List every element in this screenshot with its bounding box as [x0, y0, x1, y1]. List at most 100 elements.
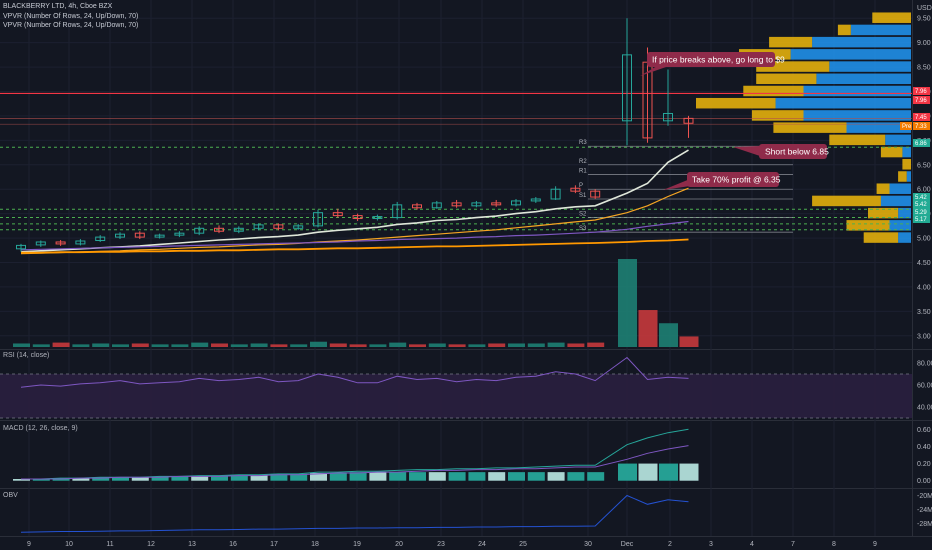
moving-average-slow	[20, 220, 689, 251]
price-axis-label: 3.00	[917, 333, 931, 340]
obv-pane-title[interactable]: OBV	[3, 492, 18, 499]
volume-profile-down	[872, 12, 911, 23]
price-tag	[900, 122, 912, 130]
volume-bar	[567, 343, 585, 347]
volume-bar	[310, 341, 327, 347]
candle-body	[253, 224, 264, 229]
time-axis-label: 12	[147, 541, 155, 548]
macd-histogram-bar	[369, 472, 387, 481]
rsi-band	[0, 374, 912, 418]
macd-axis-label: 0.60	[917, 427, 931, 434]
price-axis-label: 3.50	[917, 309, 931, 316]
price-tag-label: 5.42	[915, 202, 927, 208]
volume-bar	[369, 344, 387, 347]
volume-profile-down	[880, 146, 903, 158]
time-axis-label: 13	[188, 541, 196, 548]
price-axis-currency: USD	[917, 5, 932, 12]
rsi-line	[20, 356, 689, 388]
candle-body	[392, 204, 403, 219]
volume-bar	[270, 344, 288, 347]
macd-signal-line	[21, 445, 689, 480]
macd-pane-title[interactable]: MACD (12, 26, close, 9)	[3, 425, 78, 432]
volume-profile-down	[751, 110, 804, 121]
macd-histogram-bar	[587, 472, 605, 481]
pivot-label: R2	[579, 159, 587, 165]
volume-bar	[290, 344, 308, 347]
volume-profile-up	[829, 61, 911, 72]
price-axis-label: 9.00	[917, 40, 931, 47]
volume-profile-up	[790, 49, 911, 60]
volume-bar	[527, 343, 545, 347]
price-axis-label: 9.50	[917, 16, 931, 23]
time-axis-label: 16	[229, 541, 237, 548]
time-axis-label: 7	[791, 541, 795, 548]
macd-histogram-bar	[638, 463, 658, 481]
volume-bar	[488, 343, 506, 347]
callout-text: If price breaks above, go long to $9	[652, 55, 785, 65]
volume-profile-down	[829, 134, 886, 146]
pivot-label: S1	[579, 193, 587, 199]
time-axis-label: 9	[873, 541, 877, 548]
volume-profile-up	[803, 85, 911, 97]
time-axis-label: 19	[353, 541, 361, 548]
volume-bar	[230, 344, 248, 347]
volume-profile-up	[816, 73, 911, 85]
macd-histogram-bar	[32, 479, 50, 481]
callout-text: Short below 6.85	[765, 147, 829, 157]
price-tag-label: 7.96	[915, 98, 927, 104]
indicator-legend-vpvr-2[interactable]: VPVR (Number Of Rows, 24, Up/Down, 70)	[3, 22, 139, 29]
price-tag-label: 7.33	[915, 124, 927, 130]
macd-histogram-bar	[151, 476, 169, 481]
price-tag-label: 5.17	[915, 217, 927, 223]
volume-profile-up	[898, 232, 911, 243]
rsi-axis-label: 80.00	[917, 361, 932, 368]
pivot-label: S3	[579, 226, 587, 232]
macd-histogram-bar	[488, 472, 506, 481]
macd-histogram-bar	[679, 463, 699, 481]
macd-histogram-bar	[618, 463, 637, 481]
macd-histogram-bar	[112, 477, 129, 481]
macd-histogram-bar	[230, 474, 248, 481]
indicator-legend-vpvr-1[interactable]: VPVR (Number Of Rows, 24, Up/Down, 70)	[3, 13, 139, 20]
symbol-title: BLACKBERRY LTD, 4h, Cboe BZX	[3, 3, 113, 10]
volume-bar	[13, 343, 30, 347]
price-tag	[913, 96, 930, 104]
volume-profile-down	[743, 85, 804, 97]
macd-histogram-bar	[290, 473, 308, 481]
price-axis-label: 5.00	[917, 236, 931, 243]
candle-body	[663, 112, 673, 122]
volume-profile-down	[876, 183, 890, 194]
macd-histogram-bar	[659, 463, 678, 481]
volume-bar	[547, 342, 565, 347]
price-axis-label: 6.00	[917, 187, 931, 194]
time-axis-label: 25	[519, 541, 527, 548]
price-axis-label: 8.50	[917, 65, 931, 72]
price-tag-label: 7.96	[915, 89, 927, 95]
macd-histogram-bar	[72, 478, 90, 481]
time-axis-label: 8	[832, 541, 836, 548]
volume-bar	[409, 344, 426, 347]
macd-histogram-bar	[13, 479, 30, 481]
price-axis-label: 4.00	[917, 284, 931, 291]
volume-profile-up	[889, 220, 911, 231]
candle-body	[35, 241, 46, 246]
volume-profile-down	[756, 73, 817, 85]
volume-profile-down	[868, 207, 899, 219]
rsi-pane-title[interactable]: RSI (14, close)	[3, 352, 50, 359]
macd-histogram-bar	[389, 472, 407, 481]
candle-body	[451, 202, 462, 207]
candle-body	[372, 216, 383, 220]
macd-histogram-bar	[468, 472, 486, 481]
price-tag	[913, 139, 930, 147]
candle-body	[115, 233, 125, 238]
macd-histogram-bar	[270, 473, 288, 481]
candle-body	[590, 190, 601, 198]
macd-histogram-bar	[211, 475, 228, 481]
obv-axis-label: -24M	[917, 507, 932, 514]
candle-body	[313, 212, 323, 227]
candle-body	[154, 234, 165, 238]
price-tag	[913, 200, 930, 208]
volume-bar	[191, 342, 209, 347]
